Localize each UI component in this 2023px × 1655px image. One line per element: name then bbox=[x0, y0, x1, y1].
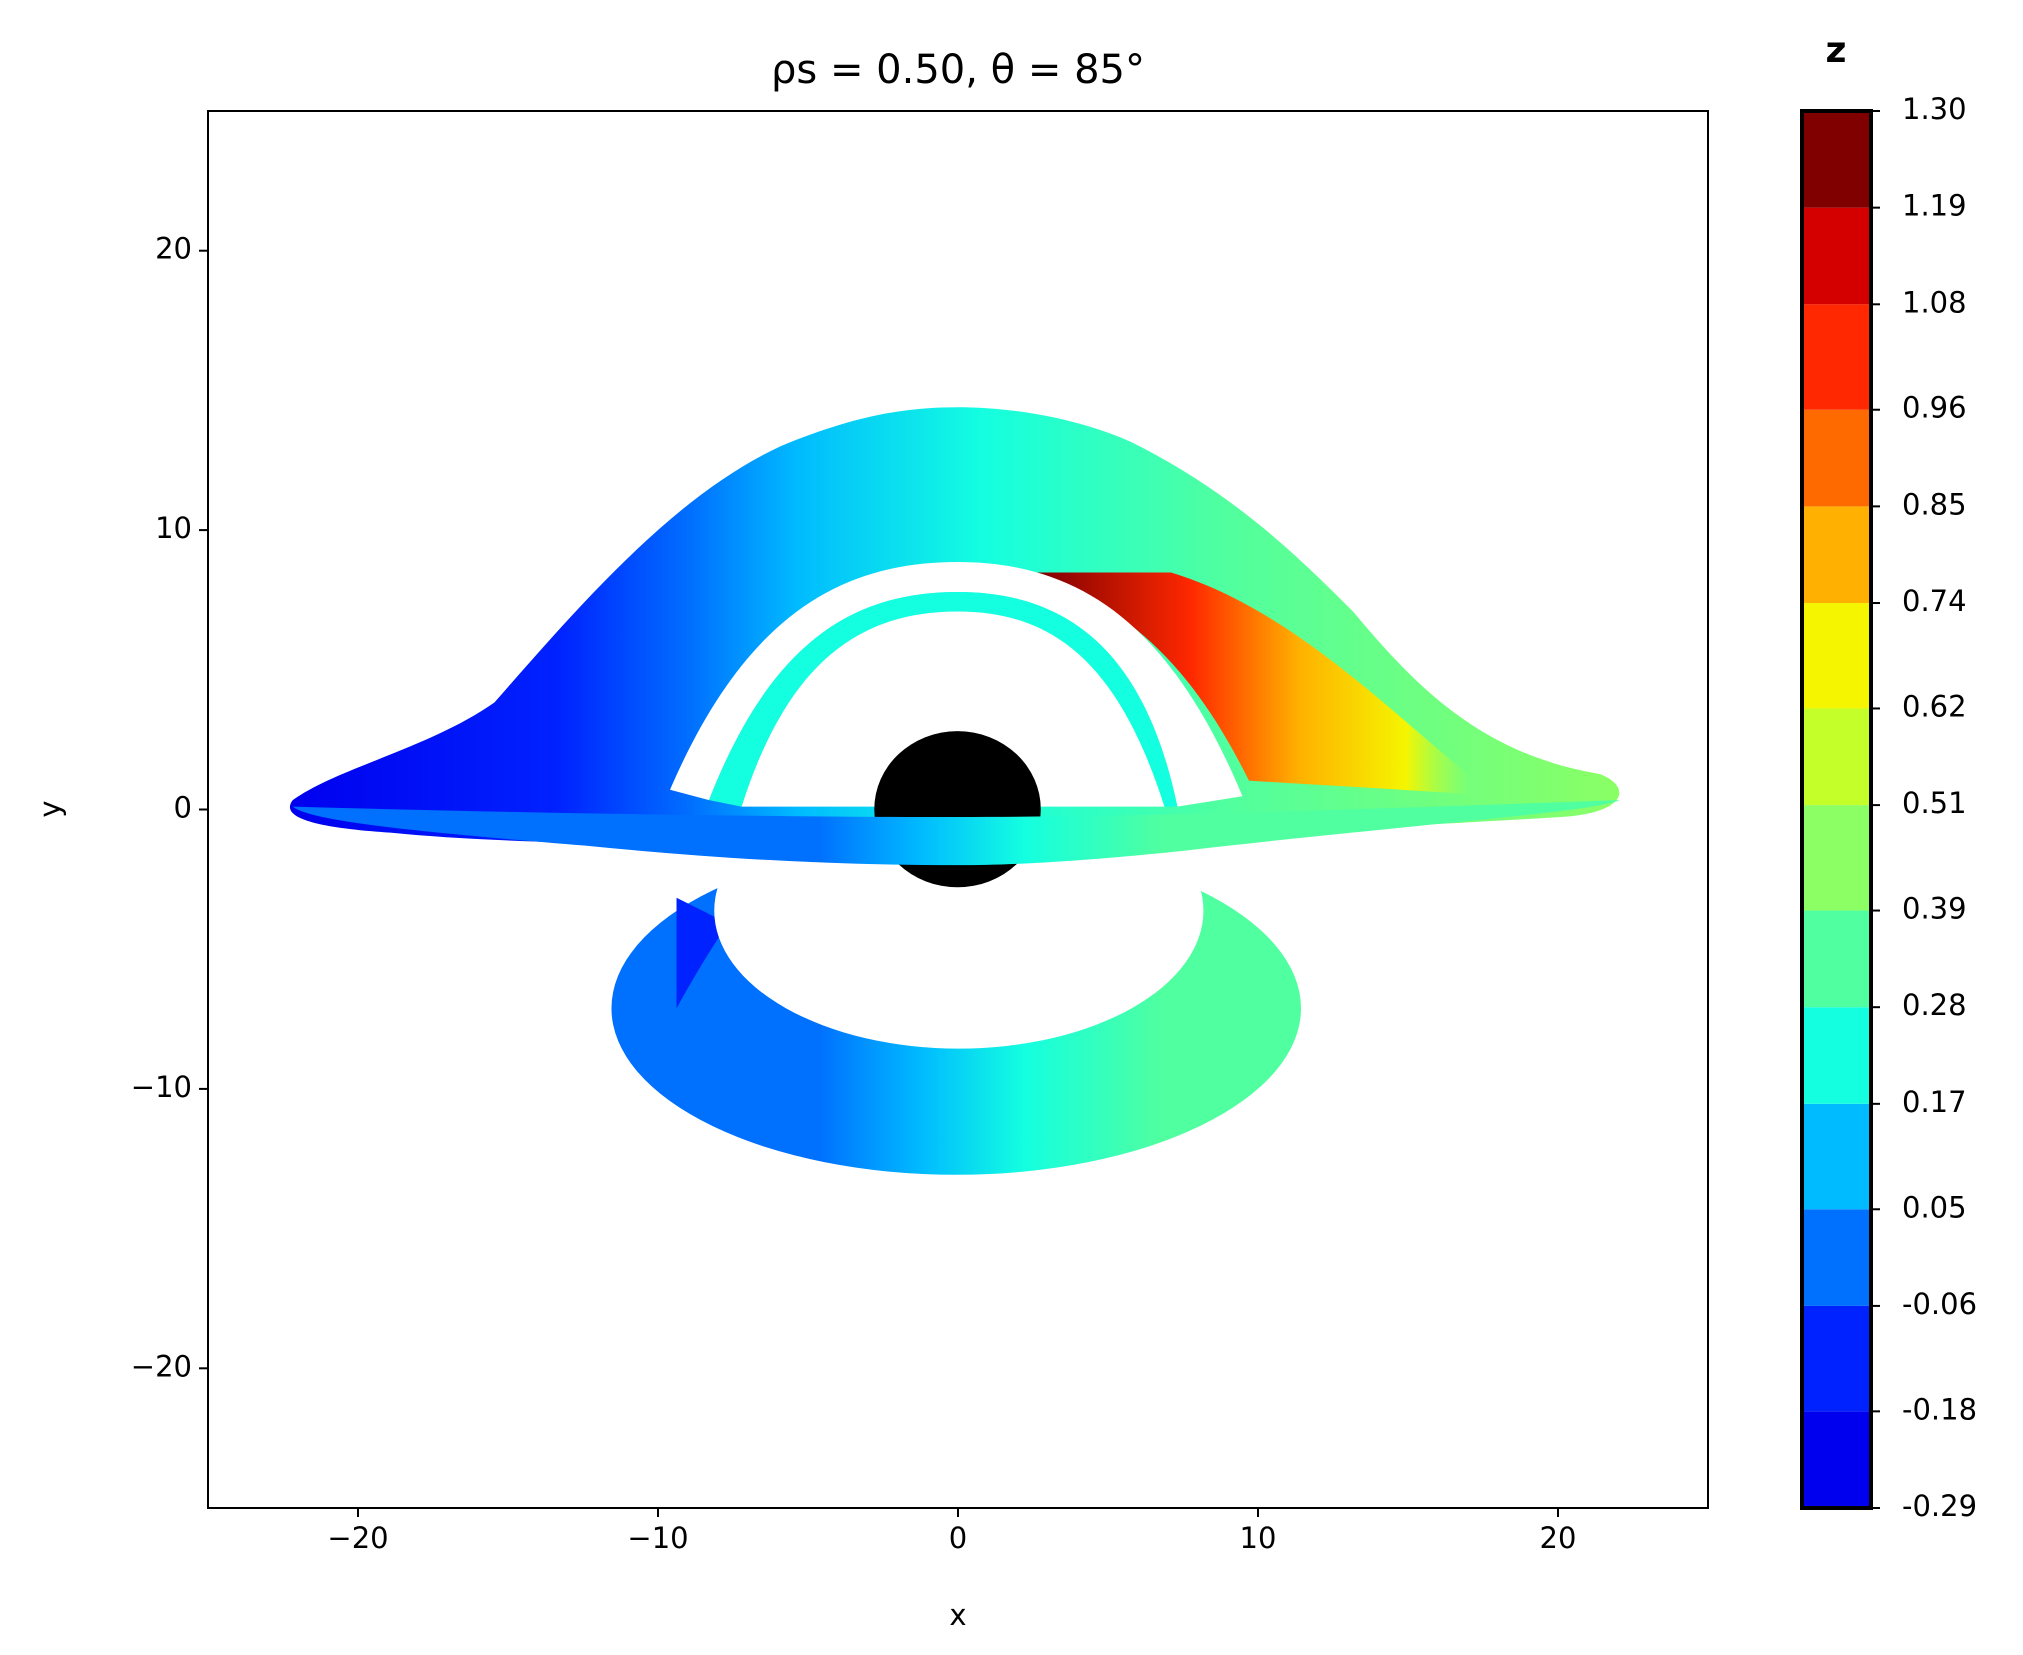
x-tick-label: −20 bbox=[327, 1521, 388, 1555]
colorbar-band bbox=[1802, 304, 1871, 410]
colorbar-tick-label: 1.30 bbox=[1902, 92, 1967, 126]
colorbar-tick-label: 0.74 bbox=[1902, 584, 1967, 618]
colorbar-band bbox=[1802, 603, 1871, 709]
y-tick-label: −10 bbox=[131, 1070, 192, 1104]
colorbar-frame bbox=[1800, 109, 1873, 1510]
colorbar-tick-label: -0.29 bbox=[1902, 1489, 1977, 1523]
colorbar-tick-label: 0.62 bbox=[1902, 689, 1967, 723]
colorbar-band bbox=[1802, 111, 1871, 208]
colorbar-band bbox=[1802, 1209, 1871, 1306]
y-tick-label: 20 bbox=[155, 232, 192, 266]
disk-image bbox=[289, 407, 1620, 1175]
colorbar-band bbox=[1802, 409, 1871, 507]
colorbar-band bbox=[1802, 207, 1871, 305]
inner-arc bbox=[709, 591, 1178, 807]
x-tick-label: 0 bbox=[949, 1521, 967, 1555]
y-tick-label: −20 bbox=[131, 1349, 192, 1383]
upper-arc-gap bbox=[670, 562, 1243, 807]
colorbar-band bbox=[1802, 708, 1871, 806]
colorbar-label: z bbox=[1826, 30, 1847, 71]
colorbar-tick-label: 0.28 bbox=[1902, 988, 1967, 1022]
colorbar-band bbox=[1802, 506, 1871, 604]
colorbar-tick-label: 0.39 bbox=[1902, 892, 1967, 926]
front-disk bbox=[292, 800, 1620, 866]
colorbar-tick-label: 0.96 bbox=[1902, 391, 1967, 425]
colorbar-tick-label: 1.08 bbox=[1902, 285, 1967, 319]
colorbar-band bbox=[1802, 1103, 1871, 1210]
colorbar-band bbox=[1802, 1007, 1871, 1104]
colorbar-band bbox=[1802, 1411, 1871, 1508]
hot-region bbox=[1014, 572, 1497, 797]
colorbar-tick-label: 0.05 bbox=[1902, 1190, 1967, 1224]
colorbar-tick-label: 0.85 bbox=[1902, 487, 1967, 521]
x-tick-label: 20 bbox=[1540, 1521, 1577, 1555]
inner-hole bbox=[741, 611, 1165, 807]
y-tick-label: 0 bbox=[174, 791, 192, 825]
colorbar-band bbox=[1802, 910, 1871, 1008]
colorbar-tick-label: 0.17 bbox=[1902, 1085, 1967, 1119]
y-tick-label: 10 bbox=[155, 511, 192, 545]
x-tick-label: −10 bbox=[627, 1521, 688, 1555]
colorbar-band bbox=[1802, 805, 1871, 911]
y-axis-label: y bbox=[33, 800, 67, 817]
chart-title: ρs = 0.50, θ = 85° bbox=[771, 47, 1145, 93]
colorbar-tick-label: 1.19 bbox=[1902, 189, 1967, 223]
colorbar-band bbox=[1802, 1305, 1871, 1412]
x-axis-label: x bbox=[949, 1598, 966, 1632]
colorbar-tick-label: -0.18 bbox=[1902, 1392, 1977, 1426]
colorbar-tick-label: -0.06 bbox=[1902, 1287, 1977, 1321]
x-tick-label: 10 bbox=[1240, 1521, 1277, 1555]
lower-ring-patch bbox=[676, 897, 729, 1009]
colorbar-tick-label: 0.51 bbox=[1902, 786, 1967, 820]
